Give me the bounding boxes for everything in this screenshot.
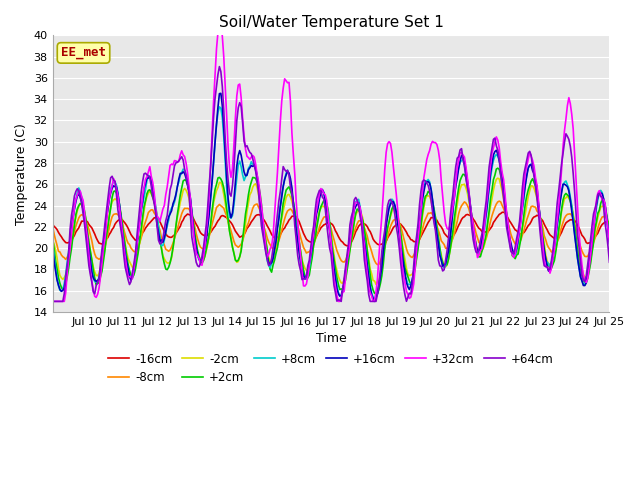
+32cm [437, 178, 445, 183]
+32cm [216, 17, 223, 23]
-2cm [62, 272, 70, 277]
-8cm [605, 224, 613, 230]
+16cm [98, 256, 106, 262]
+8cm [605, 238, 613, 244]
+32cm [49, 299, 56, 304]
Line: +8cm: +8cm [52, 107, 609, 300]
-8cm [49, 224, 56, 229]
-16cm [605, 220, 613, 226]
Line: -16cm: -16cm [52, 212, 609, 246]
Y-axis label: Temperature (C): Temperature (C) [15, 123, 28, 225]
-2cm [420, 204, 428, 210]
+8cm [280, 184, 287, 190]
+2cm [98, 268, 106, 274]
+8cm [98, 253, 106, 259]
-16cm [278, 229, 285, 235]
+64cm [216, 64, 223, 70]
-8cm [374, 262, 381, 267]
+16cm [371, 299, 378, 304]
+32cm [280, 85, 287, 91]
+32cm [62, 290, 70, 296]
+2cm [49, 236, 56, 242]
+64cm [344, 241, 352, 247]
-16cm [420, 228, 428, 234]
-8cm [98, 252, 106, 258]
-8cm [420, 221, 428, 227]
-2cm [372, 281, 380, 287]
Line: +2cm: +2cm [52, 168, 609, 294]
Line: -2cm: -2cm [52, 178, 609, 284]
-2cm [605, 232, 613, 238]
-16cm [437, 224, 445, 230]
+32cm [420, 175, 428, 180]
+2cm [62, 281, 70, 287]
+2cm [343, 268, 351, 274]
+32cm [605, 239, 613, 245]
+64cm [280, 164, 287, 169]
+8cm [62, 272, 70, 277]
Text: EE_met: EE_met [61, 47, 106, 60]
Legend: -16cm, -8cm, -2cm, +2cm, +8cm, +16cm, +32cm, +64cm: -16cm, -8cm, -2cm, +2cm, +8cm, +16cm, +3… [104, 348, 559, 389]
+16cm [605, 241, 613, 247]
+64cm [437, 264, 445, 269]
-16cm [343, 243, 351, 249]
+64cm [420, 177, 428, 183]
Title: Soil/Water Temperature Set 1: Soil/Water Temperature Set 1 [219, 15, 444, 30]
Line: +32cm: +32cm [52, 20, 609, 301]
+8cm [422, 178, 429, 184]
+32cm [98, 260, 106, 265]
+64cm [49, 299, 56, 304]
-8cm [278, 227, 285, 233]
-2cm [49, 237, 56, 242]
-2cm [437, 252, 445, 258]
Line: +64cm: +64cm [52, 67, 609, 301]
+64cm [605, 259, 613, 265]
-16cm [98, 241, 106, 247]
+16cm [62, 277, 70, 283]
+8cm [216, 104, 223, 110]
-8cm [62, 256, 70, 262]
-8cm [343, 254, 351, 260]
-2cm [494, 175, 502, 181]
-16cm [49, 221, 56, 227]
-16cm [500, 209, 508, 215]
-2cm [278, 216, 285, 222]
+2cm [420, 201, 428, 206]
+16cm [217, 90, 225, 96]
-8cm [437, 238, 445, 244]
+16cm [439, 263, 447, 269]
+2cm [494, 165, 502, 171]
-8cm [495, 198, 503, 204]
+16cm [422, 181, 429, 187]
+8cm [49, 241, 56, 247]
Line: -8cm: -8cm [52, 201, 609, 264]
-2cm [98, 259, 106, 265]
X-axis label: Time: Time [316, 333, 346, 346]
+32cm [344, 251, 352, 257]
Line: +16cm: +16cm [52, 93, 609, 301]
-2cm [343, 261, 351, 267]
+8cm [344, 246, 352, 252]
+64cm [62, 274, 70, 279]
+2cm [605, 228, 613, 234]
+8cm [371, 297, 378, 302]
+16cm [344, 247, 352, 253]
+16cm [49, 246, 56, 252]
-16cm [344, 243, 352, 249]
-16cm [62, 240, 70, 245]
+8cm [439, 263, 447, 269]
+2cm [372, 291, 380, 297]
+2cm [437, 254, 445, 260]
+64cm [98, 247, 106, 252]
+16cm [280, 183, 287, 189]
+2cm [278, 212, 285, 218]
